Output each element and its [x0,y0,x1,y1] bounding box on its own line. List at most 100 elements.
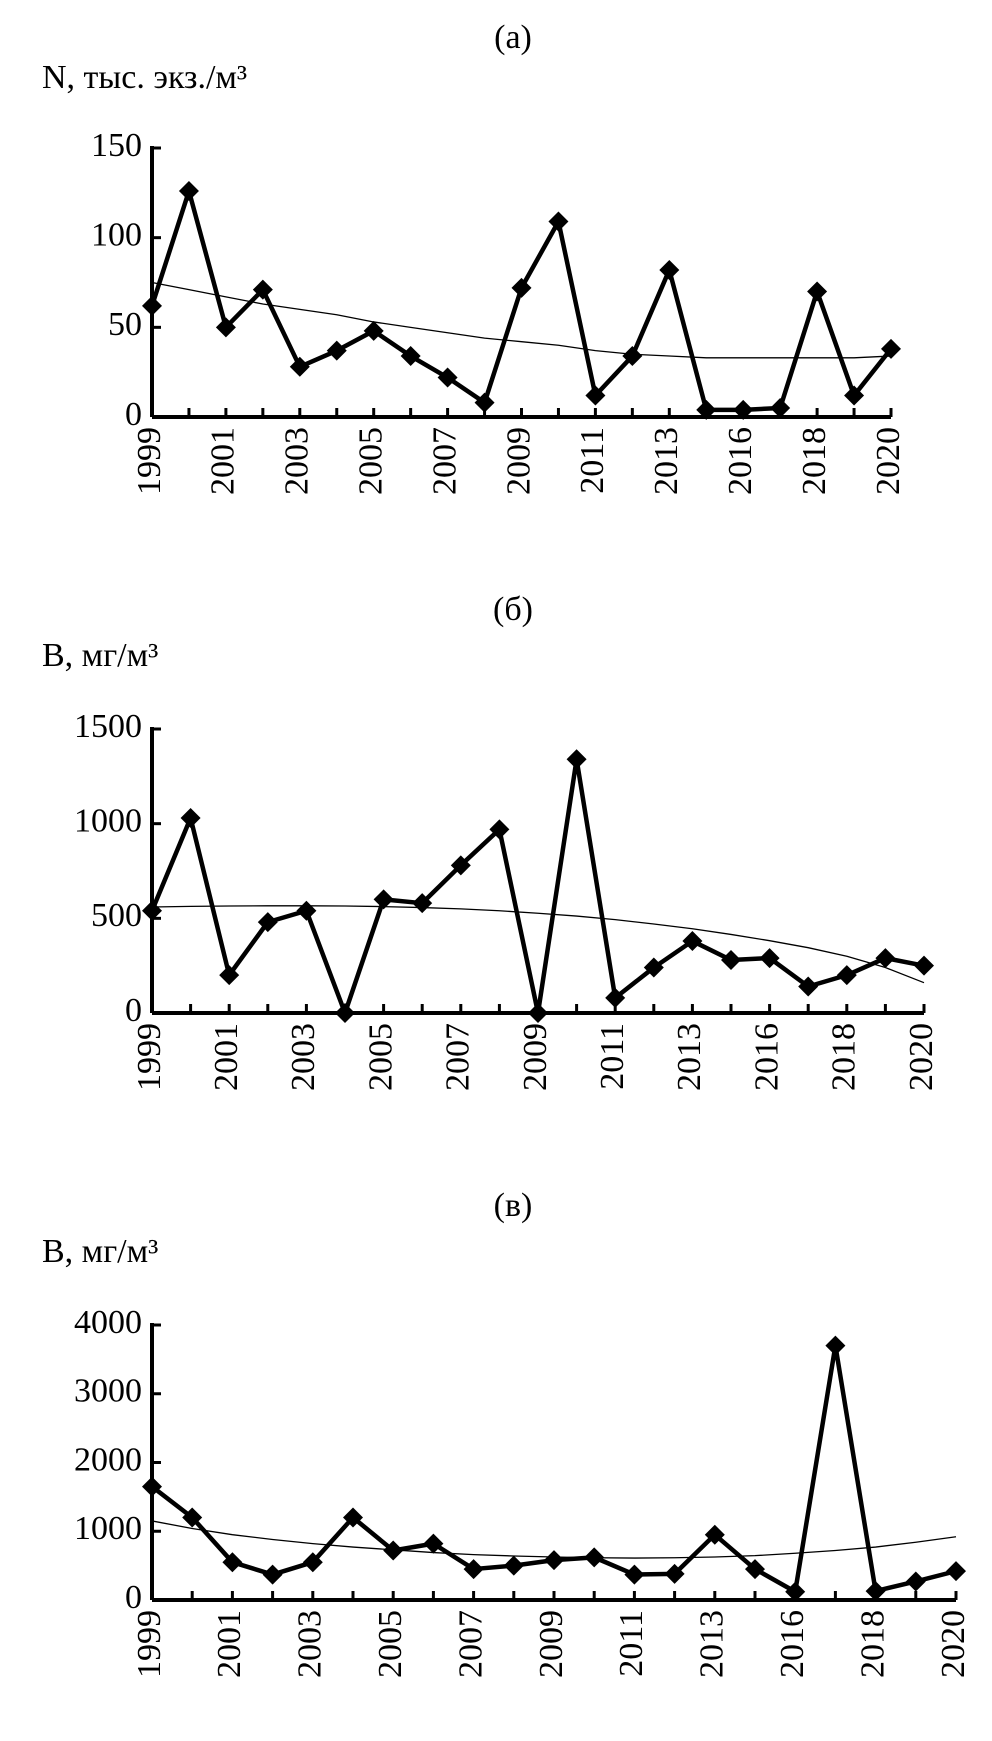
marker [946,1561,966,1582]
marker [474,392,495,413]
x-tick-label: 2007 [426,427,463,495]
marker [605,987,626,1008]
marker [302,1552,323,1573]
marker [875,948,896,969]
y-tick-label: 50 [108,306,142,343]
x-tick-label: 2001 [208,1023,245,1091]
marker [528,1003,548,1023]
marker [219,965,240,986]
marker [865,1581,886,1602]
marker [544,1550,564,1571]
marker [825,1335,846,1356]
marker [326,340,347,361]
x-tick-label: 2020 [870,427,907,495]
marker [844,385,865,406]
marker [624,1564,645,1585]
x-tick-label: 2011 [594,1023,631,1090]
x-tick-label: 2009 [533,1610,570,1678]
y-tick-label: 3000 [74,1373,142,1410]
x-tick-label: 2003 [292,1610,329,1678]
data-line [149,757,925,1016]
marker [659,259,680,280]
marker [215,317,236,338]
marker [262,1564,283,1585]
x-tick-label: 2018 [796,427,833,495]
y-tick-label: 4000 [74,1304,142,1341]
marker [798,976,819,997]
marker [745,1559,765,1580]
x-tick-label: 2009 [517,1023,554,1091]
marker [585,385,606,406]
marker [770,398,791,419]
marker [463,1559,484,1580]
x-tick-label: 2005 [352,427,389,495]
x-tick-label: 2013 [648,427,685,495]
marker [363,320,384,341]
x-tick-label: 2020 [935,1610,972,1678]
marker [881,338,901,359]
x-tick-label: 2009 [500,427,537,495]
x-tick-label: 2001 [211,1610,248,1678]
marker [836,965,857,986]
y-tick-label: 0 [125,396,142,433]
x-tick-label: 2005 [362,1023,399,1091]
x-tick-label: 1999 [131,1610,168,1678]
marker [142,900,162,921]
x-tick-label: 2016 [748,1023,785,1091]
y-tick-label: 1500 [74,708,142,745]
x-tick-label: 2013 [694,1610,731,1678]
x-tick-label: 2013 [671,1023,708,1091]
x-tick-label: 2001 [205,427,242,495]
y-tick-label: 500 [91,897,142,934]
x-tick-label: 2018 [826,1023,863,1091]
y-tick-label: 0 [125,992,142,1029]
x-tick-label: 2018 [854,1610,891,1678]
marker [721,949,741,970]
marker [252,279,273,300]
chart-title: (а) [494,19,532,56]
data-line [149,188,893,413]
marker [142,295,162,316]
marker [335,1003,355,1023]
marker [733,399,754,420]
x-tick-label: 2020 [903,1023,940,1091]
y-tick-label: 100 [91,216,142,253]
marker [423,1533,444,1554]
marker [142,1476,162,1497]
x-tick-label: 2007 [452,1610,489,1678]
marker [759,948,780,969]
y-axis-label: N, тыс. экз./м³ [42,59,247,96]
marker [257,912,278,933]
x-tick-label: 2003 [279,427,316,495]
marker [222,1552,243,1573]
y-tick-label: 2000 [74,1441,142,1478]
marker [664,1563,685,1584]
marker [696,399,717,420]
marker [178,181,199,202]
x-tick-label: 1999 [131,427,168,495]
marker [180,807,201,828]
y-axis-label: B, мг/м³ [42,637,158,674]
x-tick-label: 2003 [285,1023,322,1091]
chart-title: (б) [493,591,533,628]
trend-line [151,905,925,984]
marker [785,1581,806,1602]
marker [437,367,458,388]
marker [643,957,664,978]
marker [914,955,934,976]
y-axis-label: B, мг/м³ [42,1233,158,1270]
marker [383,1540,404,1561]
x-tick-label: 2016 [774,1610,811,1678]
y-tick-label: 1000 [74,1510,142,1547]
marker [289,356,310,377]
trend-line [151,281,892,359]
marker [343,1507,363,1528]
y-tick-label: 0 [125,1579,142,1616]
marker [450,855,471,876]
marker [296,900,317,921]
x-tick-label: 2011 [613,1610,650,1677]
marker [373,889,394,910]
marker [503,1555,524,1576]
